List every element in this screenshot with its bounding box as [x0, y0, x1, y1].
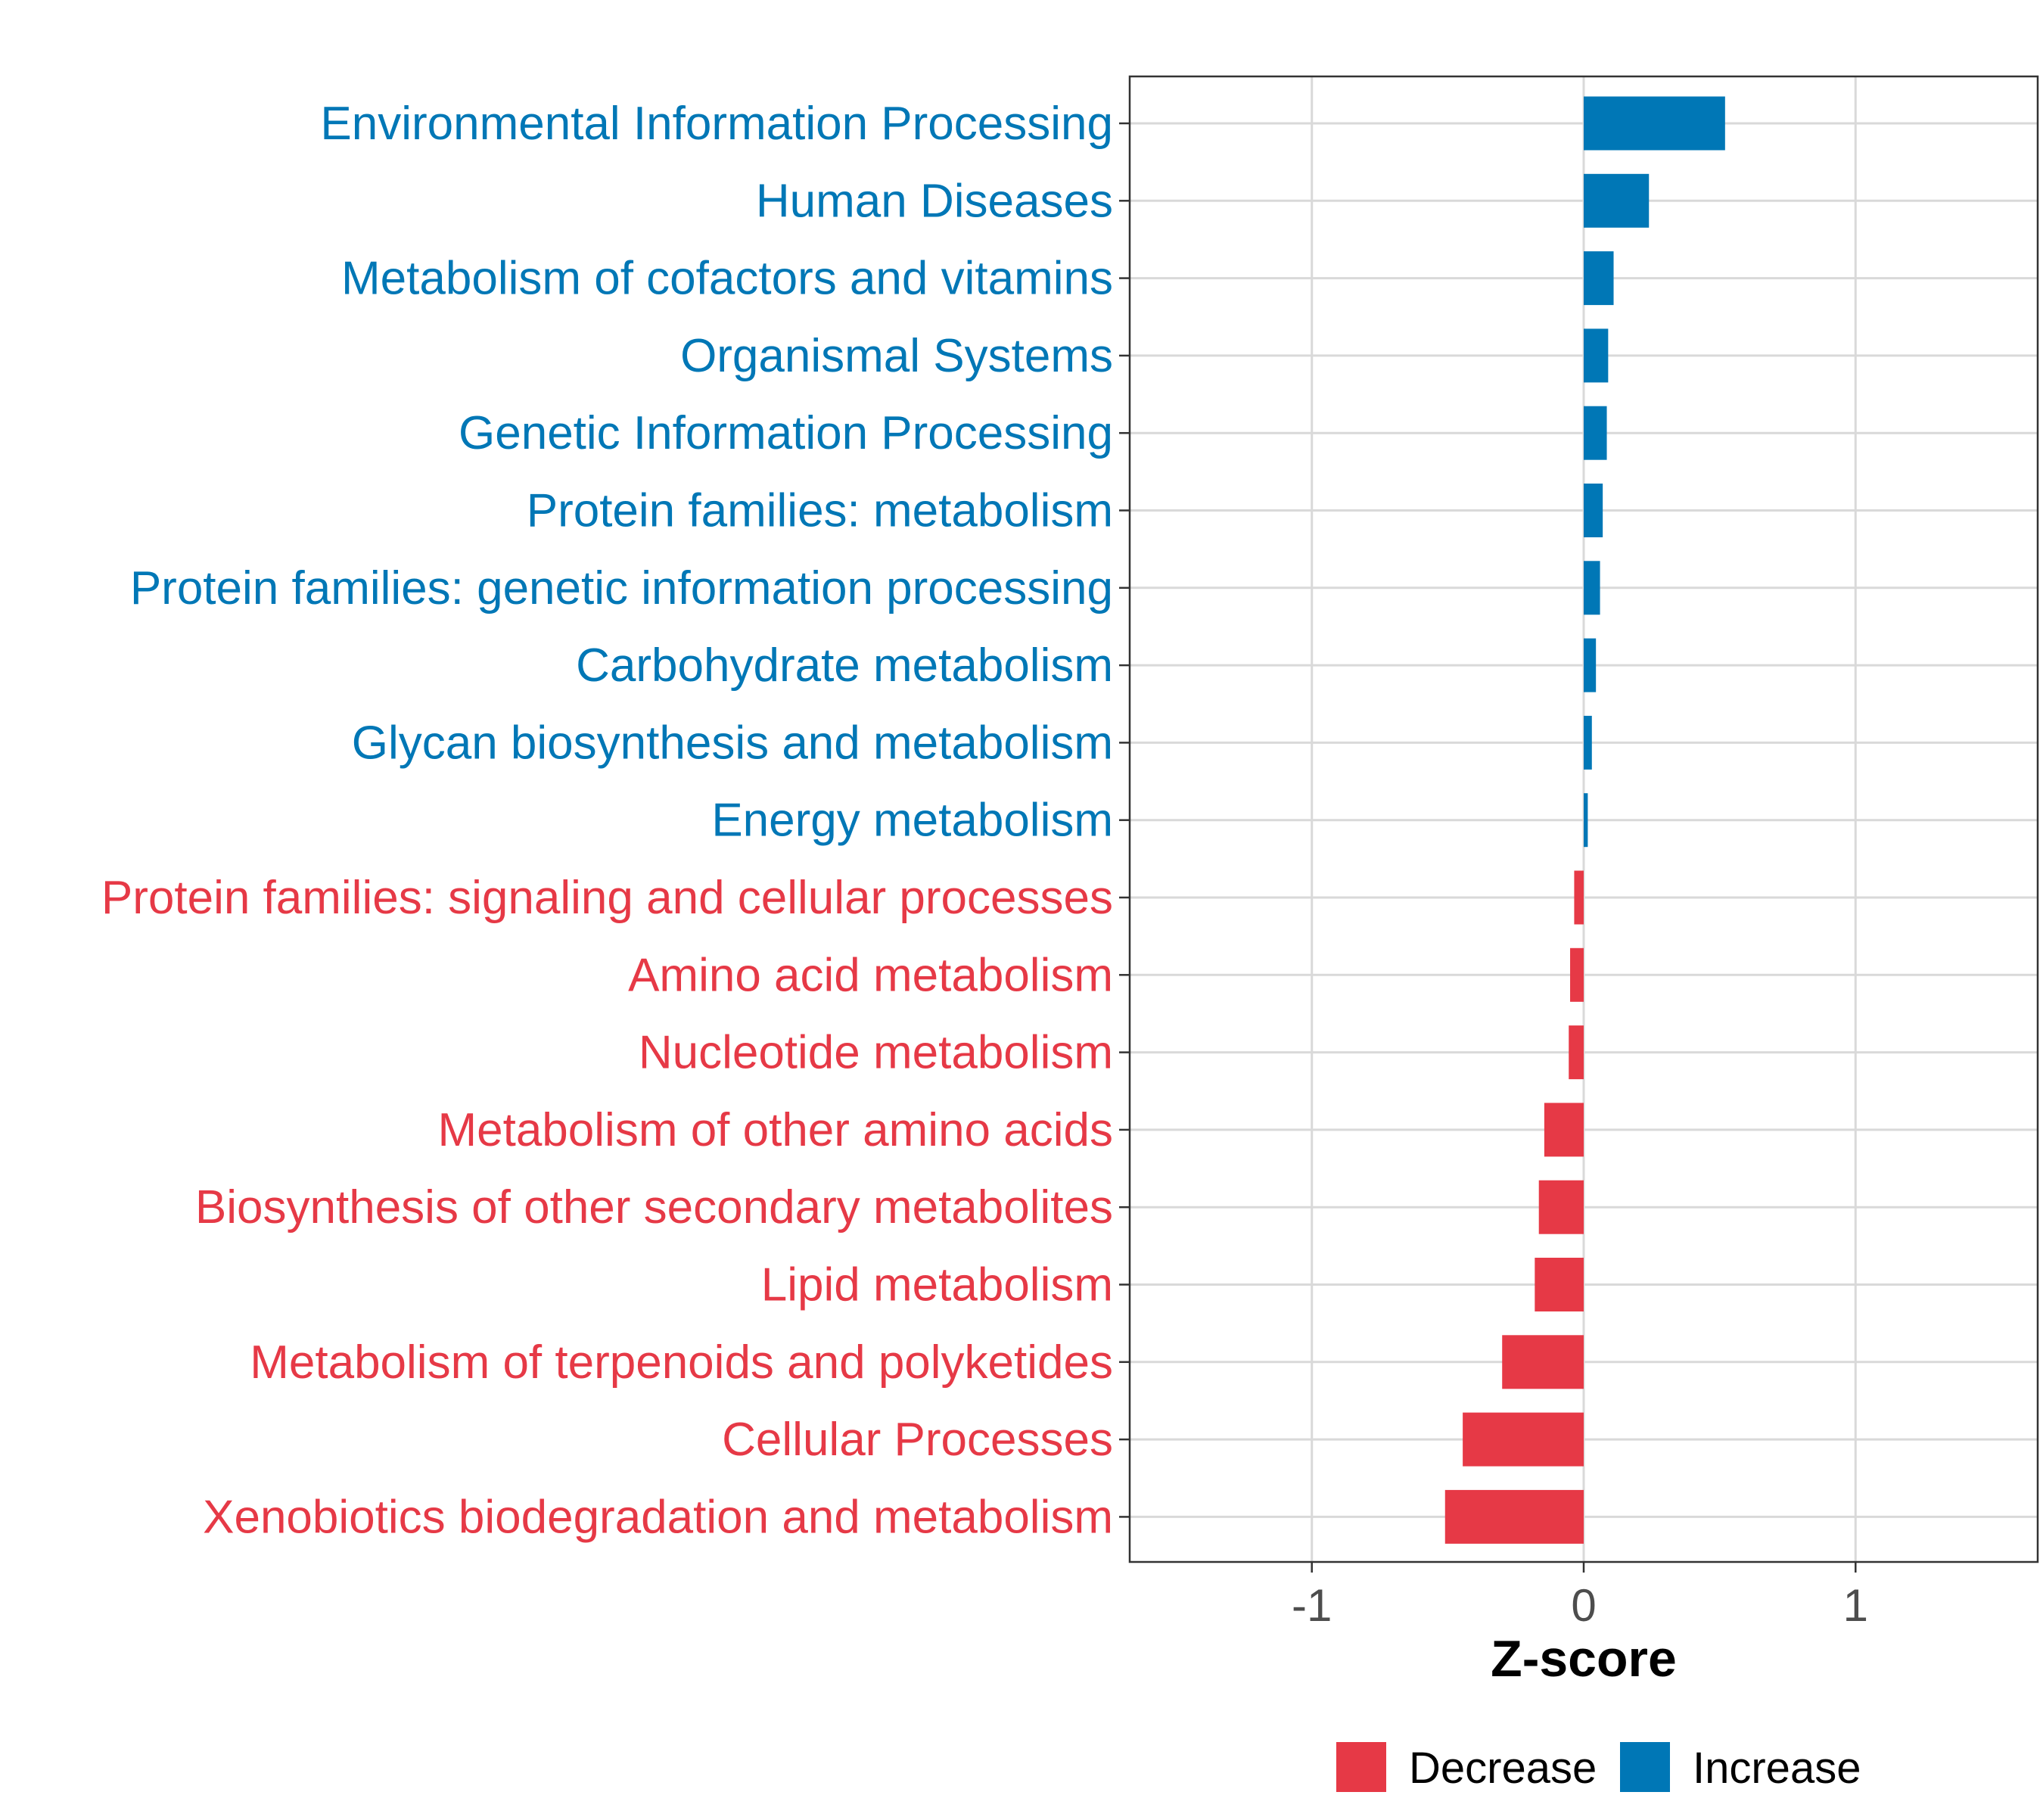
category-label: Xenobiotics biodegradation and metabolis…: [203, 1491, 1113, 1543]
category-label: Organismal Systems: [680, 330, 1113, 382]
x-tick-label: -1: [1292, 1580, 1332, 1631]
category-label: Human Diseases: [756, 175, 1113, 227]
category-label: Genetic Information Processing: [459, 407, 1113, 459]
bar-1: [1584, 96, 1725, 151]
bar-9: [1584, 715, 1592, 770]
category-label: Glycan biosynthesis and metabolism: [352, 717, 1113, 769]
category-label: Carbohydrate metabolism: [576, 639, 1113, 692]
bar-4: [1584, 328, 1609, 383]
bar-17: [1502, 1335, 1584, 1389]
category-label: Energy metabolism: [711, 795, 1113, 847]
bar-16: [1535, 1258, 1584, 1311]
bar-10: [1584, 793, 1588, 848]
bar-3: [1584, 251, 1614, 306]
category-label: Metabolism of cofactors and vitamins: [341, 253, 1113, 305]
bar-5: [1584, 406, 1607, 460]
legend-label-increase: Increase: [1693, 1744, 1861, 1793]
x-tick-layer: -1 0 1: [1292, 1562, 1868, 1631]
category-label: Metabolism of terpenoids and polyketides: [250, 1336, 1113, 1389]
bar-12: [1570, 947, 1584, 1002]
bar-19: [1444, 1489, 1584, 1544]
x-tick-label: 1: [1843, 1580, 1868, 1631]
bar-18: [1463, 1412, 1584, 1467]
category-label: Metabolism of other amino acids: [437, 1104, 1113, 1156]
bar-13: [1569, 1025, 1584, 1080]
category-label: Protein families: signaling and cellular…: [101, 872, 1113, 924]
bar-6: [1584, 484, 1603, 537]
bar-8: [1584, 638, 1597, 692]
x-tick-label: 0: [1571, 1580, 1596, 1631]
category-label: Protein families: metabolism: [527, 485, 1113, 537]
category-label: Biosynthesis of other secondary metaboli…: [195, 1181, 1113, 1234]
category-label: Environmental Information Processing: [320, 98, 1113, 150]
x-axis-title: Z-score: [1491, 1630, 1677, 1688]
bar-2: [1584, 173, 1650, 228]
category-label: Cellular Processes: [722, 1414, 1113, 1466]
bar-layer: [1444, 96, 1725, 1544]
legend-label-decrease: Decrease: [1409, 1744, 1597, 1793]
legend: Decrease Increase: [1336, 1742, 1861, 1793]
bar-15: [1538, 1180, 1584, 1234]
category-label: Lipid metabolism: [761, 1259, 1113, 1311]
category-label: Amino acid metabolism: [628, 949, 1113, 1001]
bar-7: [1584, 561, 1600, 615]
category-label: Protein families: genetic information pr…: [130, 562, 1113, 614]
bar-11: [1574, 870, 1584, 925]
category-label-layer: Environmental Information Processing Huma…: [101, 98, 1130, 1543]
legend-key-increase: [1620, 1742, 1670, 1792]
category-label: Nucleotide metabolism: [639, 1027, 1113, 1079]
bar-14: [1544, 1103, 1584, 1157]
legend-key-decrease: [1336, 1742, 1386, 1792]
